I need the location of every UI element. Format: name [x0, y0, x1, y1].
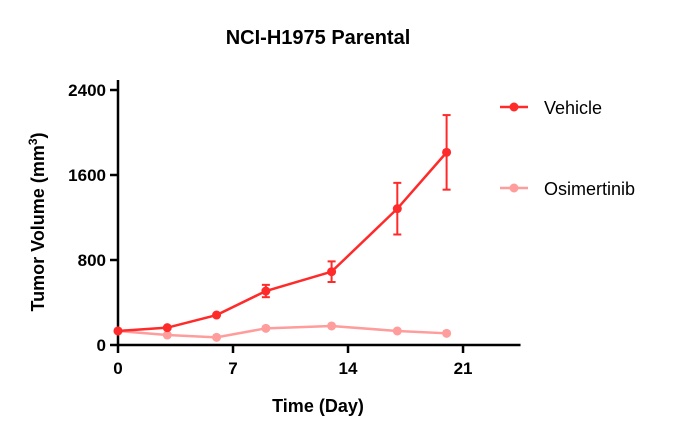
legend-label: Vehicle — [544, 98, 602, 118]
data-point — [442, 328, 452, 338]
legend-label: Osimertinib — [544, 179, 635, 199]
legend-item: Osimertinib — [500, 179, 635, 199]
chart-title: NCI-H1975 Parental — [226, 27, 411, 49]
y-tick-label: 1600 — [68, 166, 106, 185]
data-point — [162, 323, 172, 333]
legend-item: Vehicle — [500, 98, 602, 118]
x-tick-label: 7 — [228, 359, 237, 378]
series-line — [117, 151, 448, 333]
y-axis-label: Tumor Volume (mm3) — [26, 132, 48, 311]
x-tick-label: 21 — [454, 359, 473, 378]
series-vehicle — [113, 114, 452, 336]
y-tick-label: 0 — [97, 336, 106, 355]
legend-marker — [509, 102, 519, 112]
y-axis-label-sup: 3 — [26, 138, 40, 145]
x-axis-label: Time (Day) — [272, 396, 364, 416]
legend-marker — [509, 183, 519, 193]
data-point — [327, 321, 337, 331]
data-point — [212, 332, 222, 342]
data-point — [113, 326, 123, 336]
data-point — [392, 326, 402, 336]
x-tick-label: 0 — [113, 359, 122, 378]
data-point — [442, 147, 452, 157]
data-point — [392, 204, 402, 214]
data-point — [162, 330, 172, 340]
data-point — [327, 267, 337, 277]
data-point — [261, 323, 271, 333]
x-tick-label: 14 — [339, 359, 358, 378]
data-point — [212, 310, 222, 320]
y-tick-label: 2400 — [68, 81, 106, 100]
data-point — [261, 286, 271, 296]
y-axis-label-end: ) — [28, 132, 48, 138]
y-axis-label-main: Tumor Volume (mm — [28, 145, 48, 311]
y-tick-label: 800 — [78, 251, 106, 270]
